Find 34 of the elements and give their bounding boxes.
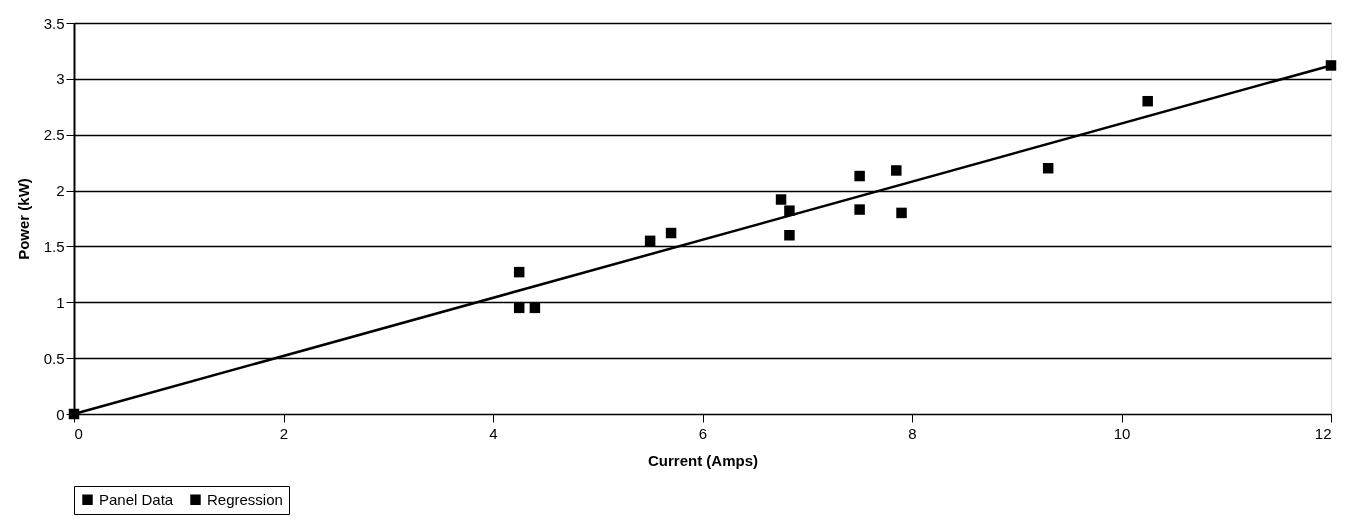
- y-tick-label: 3: [56, 70, 65, 88]
- y-axis-title: Power (kW): [14, 178, 32, 260]
- y-tick-label: 0: [56, 405, 65, 423]
- y-tick-label: 1.5: [43, 237, 65, 255]
- point: [854, 204, 865, 215]
- x-tick-label: 0: [74, 424, 83, 442]
- point: [1042, 162, 1054, 174]
- point: [891, 165, 902, 176]
- point: [775, 194, 787, 205]
- legend-label: Panel Data: [99, 490, 174, 508]
- point: [513, 302, 525, 314]
- point: [513, 266, 525, 278]
- point: [644, 235, 656, 247]
- point: [1325, 60, 1337, 71]
- x-tick-label: 12: [1314, 424, 1332, 442]
- point: [665, 227, 677, 239]
- point: [1142, 95, 1153, 107]
- y-tick-label: 1: [56, 293, 65, 311]
- point: [784, 205, 795, 216]
- point: [784, 230, 795, 241]
- x-tick-label: 10: [1113, 424, 1131, 442]
- x-axis-title: Current (Amps): [647, 451, 759, 469]
- y-tick-label: 2: [56, 182, 65, 200]
- y-tick-label: 0.5: [43, 349, 65, 367]
- legend-label: Regression: [207, 490, 283, 508]
- x-tick-label: 8: [908, 424, 917, 442]
- point: [529, 302, 541, 314]
- x-tick-label: 4: [489, 424, 498, 442]
- x-tick-label: 2: [279, 424, 289, 442]
- point: [854, 170, 865, 182]
- x-tick-label: 6: [698, 424, 708, 442]
- point: [896, 207, 907, 219]
- y-tick-label: 3.5: [43, 14, 65, 32]
- y-tick-label: 2.5: [43, 126, 65, 144]
